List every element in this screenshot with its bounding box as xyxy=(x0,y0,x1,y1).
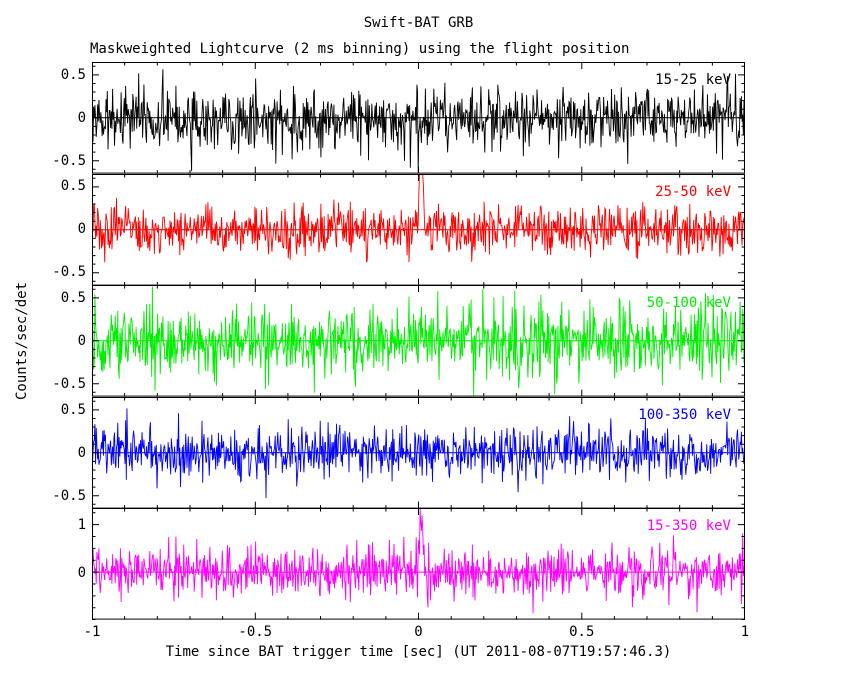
panel-15-350-kev: 15-350 keV xyxy=(92,508,745,620)
x-tick-label: 0 xyxy=(414,624,423,640)
panel-plot-4 xyxy=(92,508,745,620)
chart-title: Swift-BAT GRB xyxy=(363,15,474,31)
y-tick-label: 0 xyxy=(77,221,86,238)
lightcurve-polyline xyxy=(92,69,745,173)
x-tick-label: -1 xyxy=(83,624,101,640)
energy-band-label: 100-350 keV xyxy=(638,406,731,423)
y-tick-label: 0 xyxy=(77,333,86,349)
panel-plot-0 xyxy=(92,62,745,174)
energy-band-label: 15-25 keV xyxy=(655,72,731,88)
y-tick-label: 0.5 xyxy=(60,401,86,418)
y-tick-label: 0.5 xyxy=(60,178,86,195)
lightcurve-polyline xyxy=(92,173,745,263)
panel-plot-2 xyxy=(92,285,745,397)
energy-band-label: 25-50 keV xyxy=(655,183,731,200)
panel-15-25-kev: 15-25 keV xyxy=(92,62,745,174)
panel-50-100-kev: 50-100 keV xyxy=(92,285,745,397)
panel-100-350-kev: 100-350 keV xyxy=(92,396,745,509)
panel-plot-1 xyxy=(92,173,745,286)
energy-band-label: 15-350 keV xyxy=(646,518,731,535)
axis-ticks xyxy=(92,396,745,509)
y-tick-label: -0.5 xyxy=(52,487,86,504)
y-tick-label: 0 xyxy=(77,109,86,126)
x-tick-label: 1 xyxy=(740,624,750,640)
lightcurve-polyline xyxy=(92,509,745,614)
panel-25-50-kev: 25-50 keV xyxy=(92,173,745,286)
x-tick-label: -0.5 xyxy=(238,624,273,640)
lightcurve-polyline xyxy=(92,408,745,498)
y-tick-label: 0.5 xyxy=(60,290,86,307)
chart-subtitle: Maskweighted Lightcurve (2 ms binning) u… xyxy=(90,41,630,57)
axis-ticks xyxy=(92,62,745,174)
y-tick-label: 0.5 xyxy=(60,66,86,83)
lightcurve-polyline xyxy=(92,286,745,397)
axis-ticks xyxy=(92,173,745,286)
y-tick-label: 1 xyxy=(77,517,86,534)
y-tick-label: -0.5 xyxy=(52,264,86,281)
axis-ticks xyxy=(92,285,745,397)
energy-band-label: 50-100 keV xyxy=(646,295,731,312)
y-tick-label: -0.5 xyxy=(52,152,86,169)
y-tick-label: 0 xyxy=(77,564,86,581)
panel-plot-3 xyxy=(92,396,745,509)
x-tick-label: 0.5 xyxy=(569,624,595,640)
axis-ticks xyxy=(92,508,745,620)
y-tick-label: -0.5 xyxy=(52,375,86,392)
x-axis-label: Time since BAT trigger time [sec] (UT 20… xyxy=(165,644,672,660)
y-tick-label: 0 xyxy=(77,444,86,461)
